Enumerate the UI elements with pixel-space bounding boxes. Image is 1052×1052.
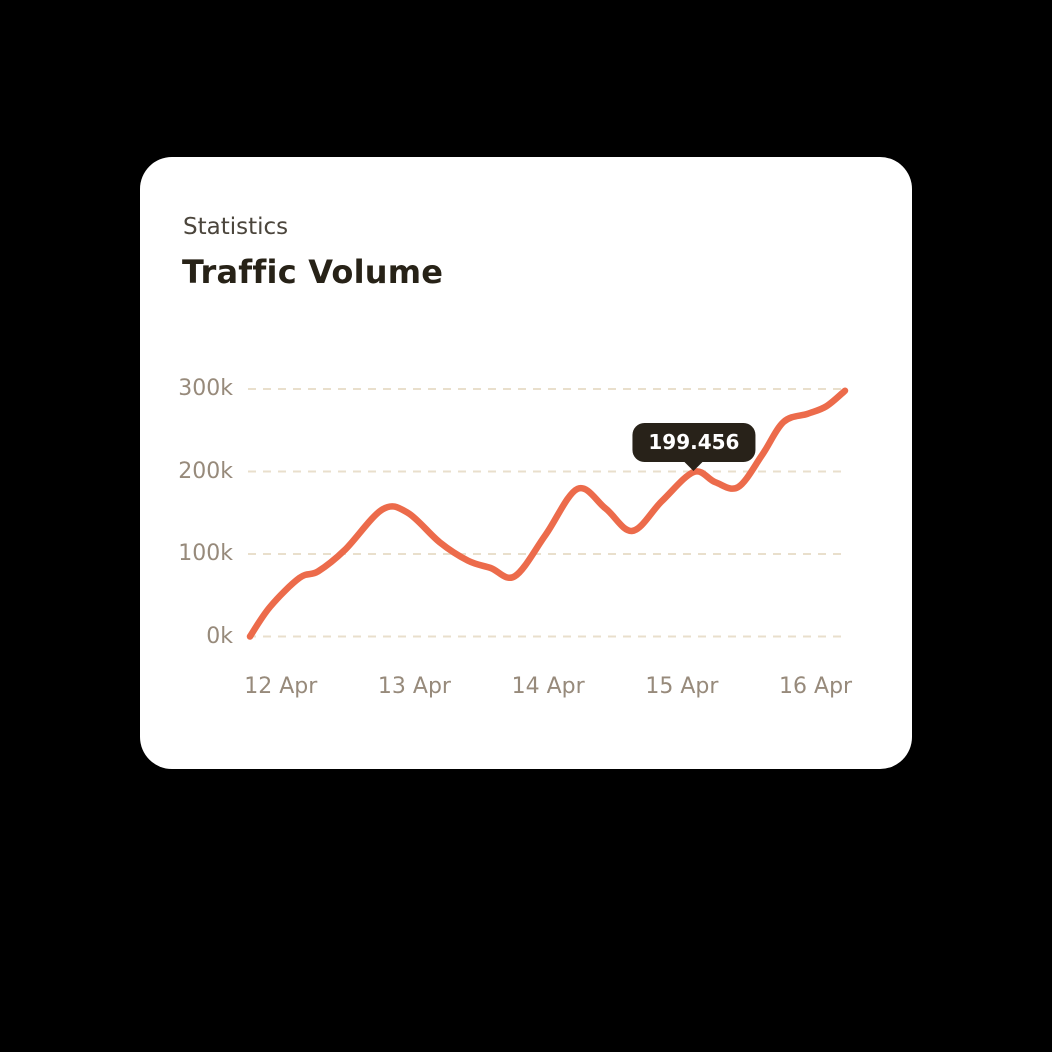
x-axis-label: 12 Apr (244, 674, 318, 699)
gridlines (248, 388, 846, 638)
y-axis-label: 300k (178, 376, 233, 401)
tooltip-arrow-icon (683, 461, 704, 471)
x-axis-label: 16 Apr (779, 674, 853, 699)
card-subtitle: Statistics (183, 214, 289, 240)
tooltip-value: 199.456 (648, 430, 740, 454)
x-axis-label: 13 Apr (377, 674, 451, 699)
x-axis-label: 14 Apr (511, 674, 585, 699)
chart-canvas (246, 387, 849, 640)
y-axis-label: 200k (178, 458, 233, 484)
y-axis-label: 0k (206, 623, 233, 649)
statistics-card: Statistics Traffic Volume 0k 100k 200k 300k… (140, 157, 912, 769)
x-axis-label: 15 Apr (645, 674, 719, 699)
page-title: Traffic Volume (182, 253, 444, 291)
y-axis-label: 100k (178, 541, 233, 566)
tooltip: 199.456 (632, 423, 756, 471)
traffic-line-series (246, 387, 849, 640)
traffic-volume-chart[interactable]: 0k 100k 200k 300k 12 Apr 13 Apr 14 Apr 15 Apr 1… (140, 157, 912, 769)
